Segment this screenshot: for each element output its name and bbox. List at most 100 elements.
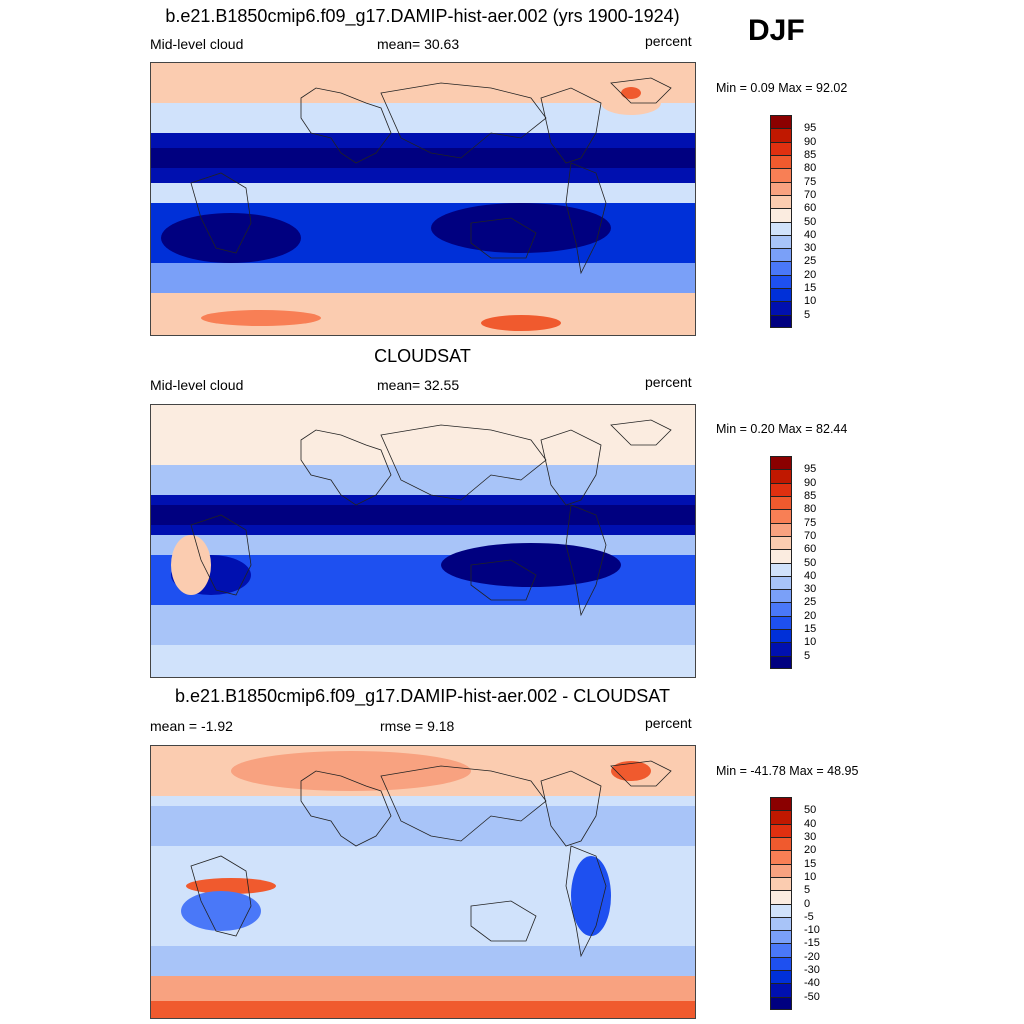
colorbar-tick-label: 20 [804,844,817,857]
units-label: percent [645,374,692,390]
colorbar-swatch [771,629,791,643]
colorbar-swatch [771,850,791,864]
field-band-core [151,505,695,525]
field-neg-africa [181,891,261,931]
colorbar-swatch [771,261,791,275]
colorbar-tick-label: 30 [804,583,817,596]
map-obs [150,404,696,678]
field-band-subpolar [151,263,695,293]
colorbar-tick-label: 5 [804,649,811,662]
panel-title: b.e21.B1850cmip6.f09_g17.DAMIP-hist-aer.… [165,6,680,26]
coastline [300,87,392,164]
colorbar-tick-label: 15 [804,282,817,295]
coastline [470,900,537,942]
coastline [190,172,252,254]
colorbar-tick-label: 10 [804,295,817,308]
colorbar-tick-label: -15 [804,937,820,950]
coastline [610,760,672,787]
colorbar-swatch [771,509,791,523]
colorbar-swatch [771,575,791,590]
colorbar-tick-label: 25 [804,596,817,609]
colorbar-tick-label: 85 [804,148,817,161]
field-pos-north [231,751,471,791]
field-max-core [621,87,641,99]
coastline [610,77,672,104]
field-band-equator [151,535,695,555]
min-max-label: Min = -41.78 Max = 48.95 [716,764,859,778]
colorbar-swatch [771,903,791,917]
field-band-subpolar [151,605,695,645]
coastline [190,855,252,937]
coastline [380,82,547,159]
colorbar-swatches [770,456,792,669]
field-band-equator [151,183,695,203]
field-pos-core [611,761,651,781]
colorbar-tick-label: 15 [804,623,817,636]
colorbar-tick-label: -10 [804,924,820,937]
mean-label: mean= 30.63 [377,36,460,52]
colorbar-tick-label: 15 [804,857,817,870]
units-label: percent [645,715,692,731]
colorbar-tick-label: 70 [804,529,817,542]
coastline [540,429,602,506]
colorbar-swatch [771,589,791,603]
field-band-antarctic [151,1001,695,1018]
colorbar-tick-label: 80 [804,162,817,175]
colorbar-swatch [771,876,791,891]
field-band-arctic [151,63,695,103]
colorbar-tick-label: 40 [804,817,817,830]
colorbar-swatch [771,863,791,877]
colorbar-tick-label: 20 [804,609,817,622]
panel-title: b.e21.B1850cmip6.f09_g17.DAMIP-hist-aer.… [175,686,670,706]
coastline [300,429,392,506]
colorbar-swatch [771,956,791,971]
colorbar-swatch [771,655,791,669]
colorbar-swatch [771,234,791,249]
colorbar-swatch [771,836,791,851]
field-neg-samerica [571,856,611,936]
colorbar-swatches [770,797,792,1010]
field-southern-max [201,310,321,326]
colorbar-swatch [771,810,791,824]
colorbar-tick-label: 85 [804,489,817,502]
colorbar-swatch [771,890,791,904]
colorbar-tick-label: 5 [804,308,811,321]
coastline [380,765,547,842]
colorbar-swatch [771,983,791,997]
variable-label: Mid-level cloud [150,377,244,393]
field-southern-max [481,315,561,331]
colorbar-swatch [771,943,791,957]
coastline [565,504,607,617]
colorbar-tick-label: -50 [804,990,820,1003]
field-core-se [431,203,611,253]
mean-label: mean = -1.92 [150,718,233,734]
colorbar-swatch [771,194,791,209]
colorbar-swatch [771,522,791,536]
coastline [190,514,252,596]
coastline [540,770,602,847]
colorbar-swatch [771,495,791,510]
min-max-label: Min = 0.09 Max = 92.02 [716,81,848,95]
colorbar-tick-label: 70 [804,188,817,201]
colorbar-swatch [771,128,791,142]
colorbar-tick-label: 40 [804,569,817,582]
colorbar-tick-label: 90 [804,476,817,489]
min-max-label: Min = 0.20 Max = 82.44 [716,422,848,436]
field-band-midlat [151,465,695,495]
colorbar-swatch [771,221,791,235]
coastline [380,424,547,501]
colorbar-swatch [771,482,791,496]
field-africa [171,535,211,595]
colorbar-tick-label: 95 [804,463,817,476]
coastline [610,419,672,446]
map-field-obs [151,405,695,677]
colorbar-tick-label: 10 [804,636,817,649]
colorbar-tick-label: -40 [804,977,820,990]
colorbar-swatch [771,970,791,984]
colorbar-swatch [771,535,791,550]
coastline [470,559,537,601]
colorbar-tick-label: 0 [804,897,811,910]
colorbar-swatch [771,456,791,470]
colorbar-swatch [771,208,791,222]
units-label: percent [645,33,692,49]
